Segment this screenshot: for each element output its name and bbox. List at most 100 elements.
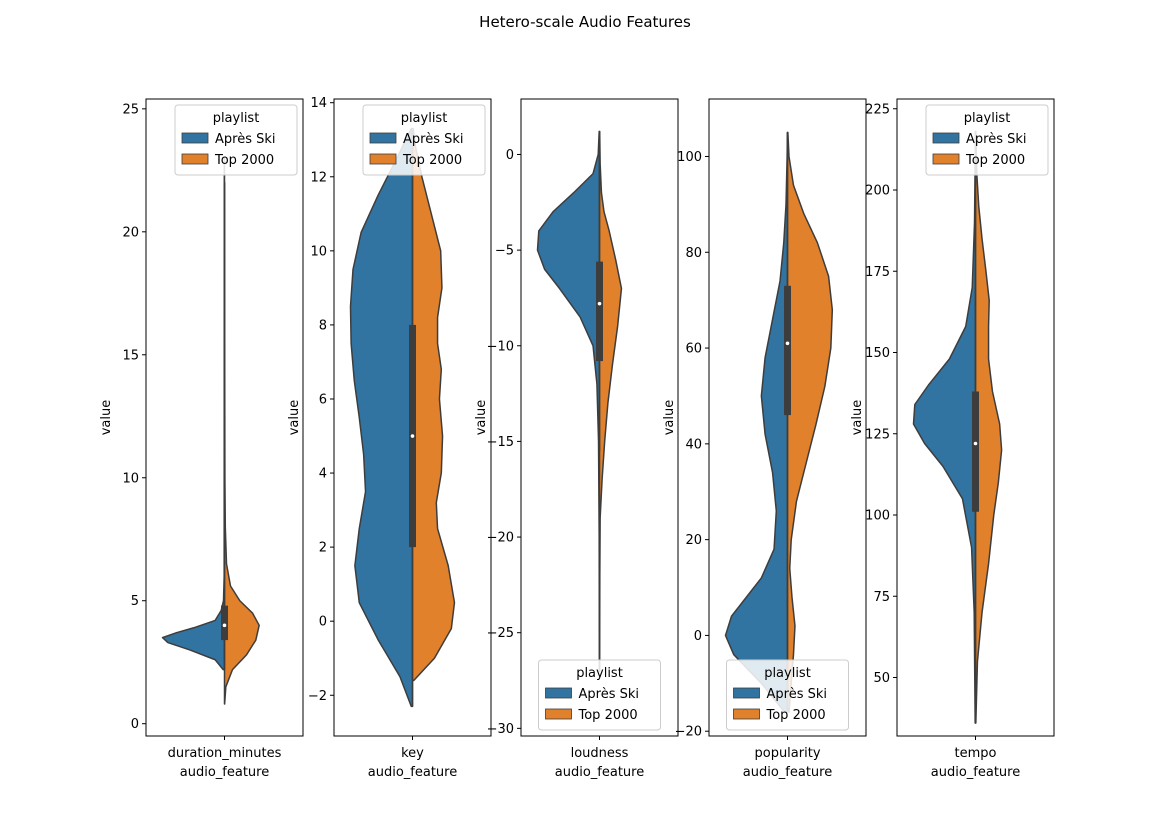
- legend-label: Top 2000: [402, 153, 462, 168]
- y-axis-label: value: [850, 400, 865, 436]
- y-tick-label: 6: [319, 392, 327, 407]
- legend-title: playlist: [213, 111, 260, 126]
- box-median: [410, 434, 415, 438]
- panel-popularity: −20 0 20 40 60 80 100 popularity audio_feature va…: [662, 98, 867, 780]
- violin-half-apres-ski: [724, 131, 789, 713]
- y-tick-label: 40: [685, 437, 702, 452]
- legend-swatch-apres-ski: [369, 132, 397, 144]
- y-tick-label: 8: [319, 318, 327, 333]
- box-median: [973, 441, 978, 446]
- y-tick-label: −15: [487, 435, 514, 450]
- y-tick-label: 0: [131, 717, 139, 732]
- legend-swatch-top-2000: [181, 153, 209, 165]
- y-tick-label: −5: [495, 244, 514, 259]
- legend-swatch-top-2000: [733, 708, 760, 720]
- y-tick-label: 175: [865, 265, 890, 280]
- box-iqr: [784, 285, 791, 416]
- legend-title: playlist: [401, 111, 448, 126]
- legend-label: Après Ski: [579, 687, 640, 702]
- legend-title: playlist: [576, 666, 623, 681]
- y-tick-label: 125: [865, 427, 890, 442]
- x-tick-label: tempo: [955, 746, 997, 761]
- y-tick-label: 0: [694, 629, 702, 644]
- y-tick-label: 225: [865, 102, 890, 117]
- legend-label: Après Ski: [966, 132, 1027, 147]
- y-tick-label: 75: [873, 590, 890, 605]
- legend: playlist Après Ski Top 2000: [362, 104, 486, 176]
- y-axis-label: value: [287, 400, 302, 436]
- y-axis-label: value: [474, 400, 489, 436]
- y-tick-label: −20: [675, 725, 702, 740]
- box-iqr: [972, 391, 979, 512]
- legend-swatch-apres-ski: [932, 132, 960, 144]
- y-tick-label: 14: [310, 96, 327, 111]
- violin-half-apres-ski: [161, 157, 226, 671]
- y-tick-label: −2: [308, 689, 327, 704]
- violin-half-apres-ski: [349, 127, 414, 708]
- legend-swatch-apres-ski: [545, 687, 572, 699]
- violin-half-apres-ski: [536, 130, 601, 672]
- y-tick-label: 15: [122, 348, 139, 363]
- y-tick-label: −25: [487, 626, 514, 641]
- y-tick-label: 5: [131, 594, 139, 609]
- violin-half-top-2000: [411, 127, 456, 682]
- box-iqr: [221, 605, 228, 641]
- y-tick-label: −30: [487, 722, 514, 737]
- violin-half-top-2000: [786, 131, 834, 713]
- box-median: [597, 301, 602, 306]
- y-tick-label: 10: [122, 471, 139, 486]
- panel-loudness: 0 −5 −10 −15 −20 −25 −30 loudness audio_feature v…: [474, 98, 679, 780]
- panel-key: −2 0 2 4 6 8 10 12 14 key audio_feature value playli…: [287, 96, 492, 780]
- legend: playlist Après Ski Top 2000: [174, 104, 298, 176]
- legend-label: Top 2000: [766, 708, 826, 723]
- y-tick-label: 80: [685, 246, 702, 261]
- violin-half-top-2000: [974, 130, 1003, 724]
- legend: playlist Après Ski Top 2000: [925, 104, 1049, 176]
- y-tick-label: 100: [677, 150, 702, 165]
- x-tick-label: key: [401, 746, 424, 761]
- y-tick-label: 10: [310, 244, 327, 259]
- x-axis-label: audio_feature: [743, 765, 832, 780]
- y-tick-label: −10: [487, 339, 514, 354]
- legend: playlist Après Ski Top 2000: [538, 659, 661, 731]
- y-tick-label: 12: [310, 170, 327, 185]
- violin-half-top-2000: [598, 130, 623, 672]
- box-median: [785, 341, 790, 346]
- legend-swatch-apres-ski: [733, 687, 760, 699]
- y-tick-label: 0: [506, 148, 514, 163]
- legend-label: Top 2000: [578, 708, 638, 723]
- y-tick-label: 150: [865, 346, 890, 361]
- legend-label: Top 2000: [965, 153, 1025, 168]
- x-axis-label: audio_feature: [180, 765, 269, 780]
- y-tick-label: 200: [865, 184, 890, 199]
- y-tick-label: 20: [122, 225, 139, 240]
- violin-half-apres-ski: [912, 130, 977, 724]
- legend: playlist Après Ski Top 2000: [726, 659, 849, 731]
- y-tick-label: 100: [865, 509, 890, 524]
- legend-title: playlist: [964, 111, 1011, 126]
- panel-duration_minutes: 0 5 10 15 20 25 duration_minutes audio_feature v…: [99, 98, 304, 780]
- box-median: [222, 623, 227, 628]
- y-axis-label: value: [662, 400, 677, 436]
- y-tick-label: −20: [487, 531, 514, 546]
- x-tick-label: popularity: [754, 746, 820, 761]
- box-iqr: [596, 261, 603, 362]
- x-tick-label: duration_minutes: [168, 746, 282, 761]
- figure-title: Hetero-scale Audio Features: [479, 13, 691, 31]
- y-tick-label: 60: [685, 342, 702, 357]
- legend-swatch-top-2000: [369, 153, 397, 165]
- y-tick-label: 25: [122, 102, 139, 117]
- legend-swatch-top-2000: [545, 708, 572, 720]
- legend-label: Top 2000: [214, 153, 274, 168]
- y-tick-label: 0: [319, 615, 327, 630]
- legend-label: Après Ski: [403, 132, 464, 147]
- y-tick-label: 20: [685, 533, 702, 548]
- legend-label: Après Ski: [215, 132, 276, 147]
- legend-swatch-top-2000: [932, 153, 960, 165]
- x-tick-label: loudness: [571, 746, 629, 761]
- legend-swatch-apres-ski: [181, 132, 209, 144]
- violin-half-top-2000: [223, 181, 260, 705]
- y-axis-label: value: [99, 400, 114, 436]
- y-tick-label: 2: [319, 541, 327, 556]
- y-tick-label: 4: [319, 467, 327, 482]
